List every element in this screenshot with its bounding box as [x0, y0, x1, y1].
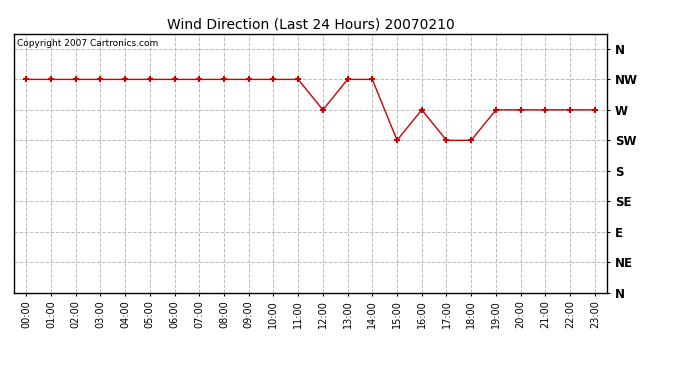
- Text: Copyright 2007 Cartronics.com: Copyright 2007 Cartronics.com: [17, 39, 158, 48]
- Title: Wind Direction (Last 24 Hours) 20070210: Wind Direction (Last 24 Hours) 20070210: [166, 17, 455, 31]
